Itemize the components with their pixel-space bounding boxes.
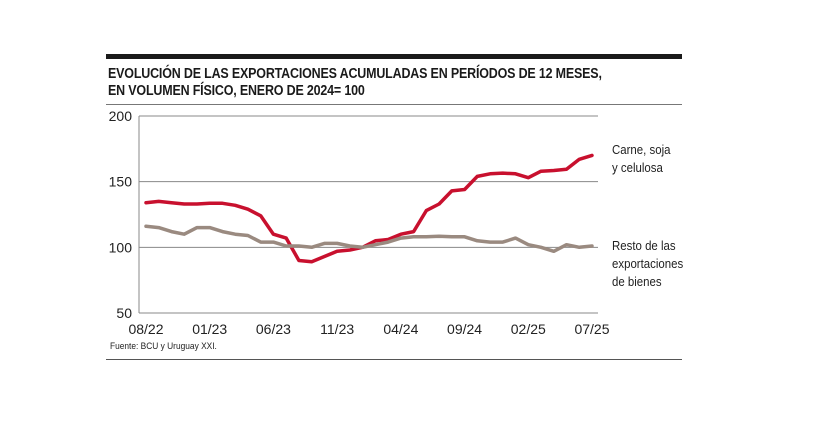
x-tick-label: 06/23 [256,321,291,337]
series-line-carne-soja-celulosa [144,153,594,264]
legend-carne-line-1: Carne, soja [612,142,671,157]
legend-carne-line-2: y celulosa [612,160,663,175]
chart-title: EVOLUCIÓN DE LAS EXPORTACIONES ACUMULADA… [108,66,607,100]
y-tick-label: 50 [116,305,132,321]
x-tick-label: 01/23 [192,321,227,337]
x-tick-label: 11/23 [320,321,354,337]
y-tick-label: 150 [109,174,133,190]
y-tick-label: 200 [109,108,133,124]
title-rule [106,104,682,105]
x-tick-label: 08/22 [128,321,163,337]
legend-resto: Resto de las exportaciones de bienes [612,237,683,291]
series-line-resto-exportaciones [144,224,594,254]
source-note: Fuente: BCU y Uruguay XXI. [110,341,217,352]
x-tick-label: 09/24 [447,321,482,337]
title-line-2: EN VOLUMEN FÍSICO, ENERO DE 2024= 100 [108,83,365,99]
legend-resto-line-1: Resto de las [612,238,676,253]
y-tick-label: 100 [109,239,133,255]
bottom-rule [106,359,682,360]
top-bar [106,54,682,59]
legend-carne: Carne, soja y celulosa [612,141,671,177]
legend-resto-line-2: exportaciones [612,256,684,271]
x-tick-label: 02/25 [511,321,546,337]
x-tick-label: 04/24 [383,321,418,337]
legend-resto-line-3: de bienes [612,274,662,289]
title-line-1: EVOLUCIÓN DE LAS EXPORTACIONES ACUMULADA… [108,66,602,82]
x-tick-label: 07/25 [574,321,609,337]
